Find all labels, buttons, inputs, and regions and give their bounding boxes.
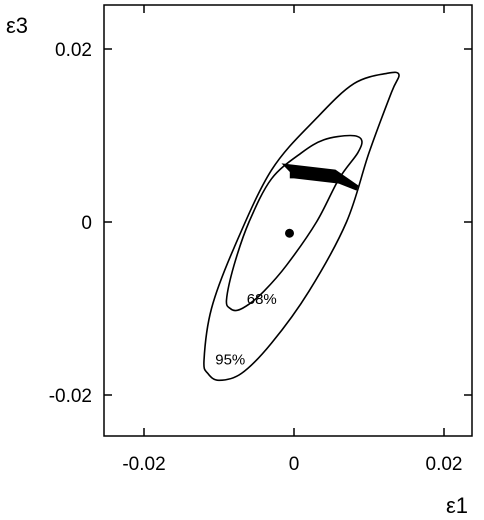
contour-95-line: [204, 72, 399, 380]
x-tick-label: 0.02: [426, 454, 463, 475]
contour-label-68: 68%: [247, 291, 277, 308]
y-tick-label: 0.02: [55, 40, 92, 61]
y-axis-label: ε3: [6, 13, 28, 38]
best-fit-layer: [285, 229, 294, 238]
y-tick-label: 0: [81, 213, 92, 234]
x-tick-label: -0.02: [122, 454, 165, 475]
contour-label-95: 95%: [215, 352, 245, 369]
y-axis-ticks: -0.02 0 0.02: [49, 40, 472, 407]
x-axis-label: ε1: [446, 493, 468, 518]
confidence-contours: [204, 72, 399, 380]
x-tick-label: 0: [289, 454, 300, 475]
contour-labels: 68% 95%: [215, 291, 277, 369]
y-tick-label: -0.02: [49, 386, 92, 407]
x-axis-ticks: -0.02 0 0.02: [122, 5, 462, 475]
best-fit-point: [285, 229, 294, 238]
plot-frame: [104, 5, 472, 436]
contour-68-line: [226, 136, 362, 311]
